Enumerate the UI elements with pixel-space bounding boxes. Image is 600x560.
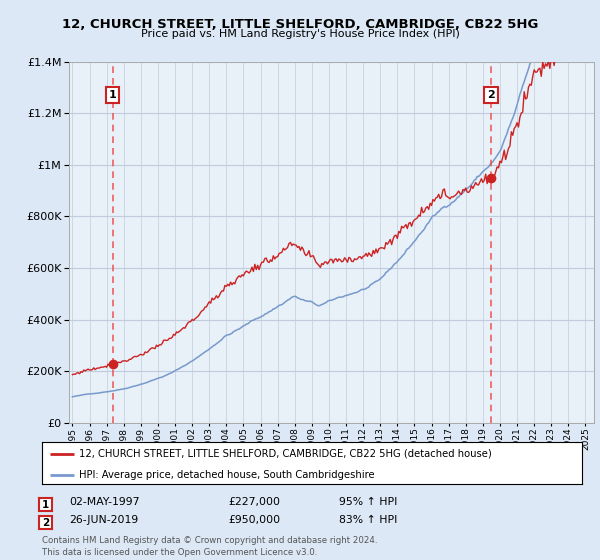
- Text: 1: 1: [42, 500, 49, 510]
- Text: 83% ↑ HPI: 83% ↑ HPI: [339, 515, 397, 525]
- Text: Price paid vs. HM Land Registry's House Price Index (HPI): Price paid vs. HM Land Registry's House …: [140, 29, 460, 39]
- Text: 02-MAY-1997: 02-MAY-1997: [69, 497, 139, 507]
- Text: 2: 2: [487, 90, 495, 100]
- Text: 26-JUN-2019: 26-JUN-2019: [69, 515, 138, 525]
- Text: 12, CHURCH STREET, LITTLE SHELFORD, CAMBRIDGE, CB22 5HG (detached house): 12, CHURCH STREET, LITTLE SHELFORD, CAMB…: [79, 449, 491, 459]
- Text: Contains HM Land Registry data © Crown copyright and database right 2024.
This d: Contains HM Land Registry data © Crown c…: [42, 536, 377, 557]
- Text: 1: 1: [109, 90, 116, 100]
- Text: £950,000: £950,000: [228, 515, 280, 525]
- Text: 12, CHURCH STREET, LITTLE SHELFORD, CAMBRIDGE, CB22 5HG: 12, CHURCH STREET, LITTLE SHELFORD, CAMB…: [62, 18, 538, 31]
- Text: £227,000: £227,000: [228, 497, 280, 507]
- Text: HPI: Average price, detached house, South Cambridgeshire: HPI: Average price, detached house, Sout…: [79, 470, 374, 480]
- Text: 95% ↑ HPI: 95% ↑ HPI: [339, 497, 397, 507]
- Text: 2: 2: [42, 518, 49, 528]
